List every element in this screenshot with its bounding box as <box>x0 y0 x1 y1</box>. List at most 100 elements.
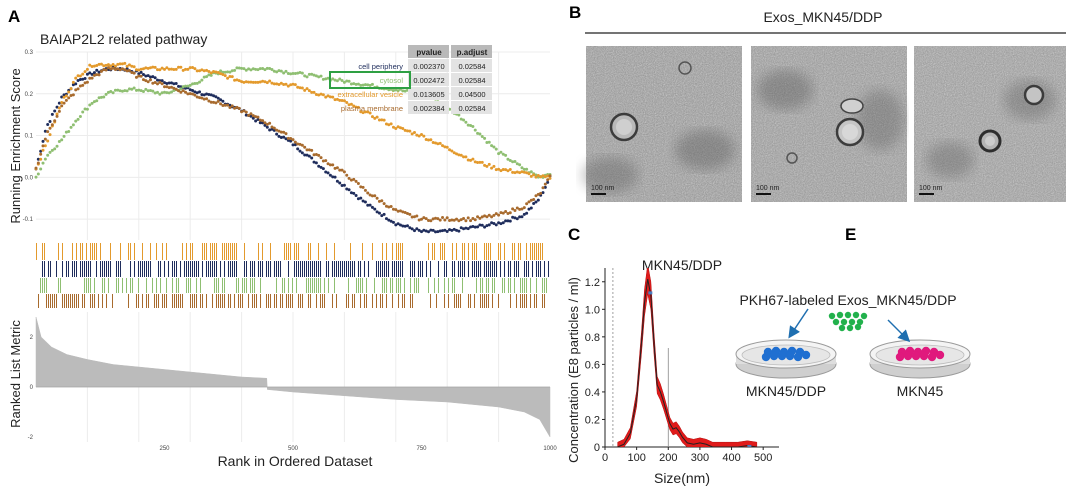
gene-hit <box>502 278 503 293</box>
es-point <box>525 202 529 206</box>
gene-hit <box>504 243 505 260</box>
scale-bar-label: 100 nm <box>919 185 943 192</box>
gene-hit <box>386 278 387 293</box>
es-point <box>349 191 353 195</box>
gene-hit <box>324 278 325 293</box>
es-point <box>41 161 45 165</box>
es-point <box>398 223 402 227</box>
es-point <box>172 82 176 86</box>
es-point <box>415 214 419 218</box>
es-point <box>212 94 216 98</box>
es-point <box>205 68 209 72</box>
gene-hit <box>142 261 143 277</box>
es-point <box>408 212 412 216</box>
gene-hit <box>42 243 43 260</box>
panel-c-xlabel: Size(nm) <box>654 470 710 486</box>
es-point <box>543 175 547 179</box>
es-point <box>95 73 99 77</box>
gene-hit <box>468 243 469 260</box>
es-point <box>275 82 279 86</box>
es-point <box>394 88 398 92</box>
es-point <box>132 71 136 75</box>
y-tick-label: -0.1 <box>23 217 34 223</box>
es-point <box>345 187 349 191</box>
es-point <box>251 80 255 84</box>
es-point <box>55 114 59 118</box>
gene-hit <box>288 294 289 308</box>
gene-hit <box>166 243 167 260</box>
gene-hit <box>236 243 237 260</box>
table-row-name: plasma membrane <box>341 104 403 113</box>
es-point <box>223 70 227 74</box>
gene-hit <box>208 261 209 277</box>
arrow-to-left-dish <box>788 308 809 339</box>
gene-hit <box>376 261 377 277</box>
es-point <box>212 100 216 104</box>
gene-hit <box>428 243 429 260</box>
gene-hit <box>410 278 411 293</box>
gene-hit <box>276 261 277 277</box>
gene-hit <box>150 261 151 277</box>
gene-hit <box>172 278 173 293</box>
gene-hit <box>486 261 487 277</box>
es-point <box>50 123 54 127</box>
es-point <box>155 82 159 86</box>
es-point <box>466 123 470 127</box>
gene-hit <box>500 243 501 260</box>
es-point <box>78 74 82 78</box>
es-point <box>506 169 510 173</box>
cell <box>785 351 795 361</box>
es-point <box>384 122 388 126</box>
gene-hit <box>128 294 129 308</box>
gene-hit <box>426 261 427 277</box>
es-point <box>268 128 272 132</box>
es-point <box>69 94 73 98</box>
gene-hit <box>284 243 285 260</box>
panel-letter-c: C <box>568 225 580 244</box>
gene-hit <box>542 243 543 260</box>
es-point <box>277 129 281 133</box>
gene-hit <box>174 261 175 277</box>
es-point <box>88 76 92 80</box>
es-point <box>459 117 463 121</box>
gene-hit <box>524 278 525 293</box>
es-point <box>293 71 297 75</box>
es-point <box>296 85 300 89</box>
es-point <box>97 70 101 74</box>
es-point <box>188 92 192 96</box>
es-point <box>363 188 367 192</box>
x-tick-label: 1000 <box>543 446 557 452</box>
es-point <box>155 78 159 82</box>
es-point <box>228 103 232 107</box>
panel-c-size-distribution <box>617 268 758 447</box>
es-point <box>144 87 148 91</box>
gene-hit <box>112 294 113 308</box>
es-point <box>69 87 73 91</box>
gene-hit <box>498 294 499 308</box>
table-cell <box>451 87 492 100</box>
es-point <box>293 140 297 144</box>
gene-hit <box>88 261 89 277</box>
es-point <box>123 68 127 72</box>
gene-track-3 <box>38 294 545 308</box>
gene-hit <box>198 261 199 277</box>
gene-hit <box>538 243 539 260</box>
es-point <box>429 219 433 223</box>
gene-hit <box>176 294 177 308</box>
es-point <box>195 69 199 73</box>
es-point <box>459 218 463 222</box>
gene-hit <box>544 294 545 308</box>
gene-hit <box>218 278 219 293</box>
gene-hit <box>454 261 455 277</box>
gene-hit <box>314 261 315 277</box>
es-point <box>345 101 349 105</box>
es-point <box>438 218 442 222</box>
es-point <box>478 132 482 136</box>
es-point <box>420 230 423 234</box>
es-point <box>380 118 384 122</box>
panel-a-gene-hit-tracks <box>36 243 549 308</box>
es-point <box>431 228 435 232</box>
es-point <box>146 74 150 78</box>
es-point <box>118 89 122 93</box>
panel-e-dish-left-label: MKN45/DDP <box>746 383 826 399</box>
